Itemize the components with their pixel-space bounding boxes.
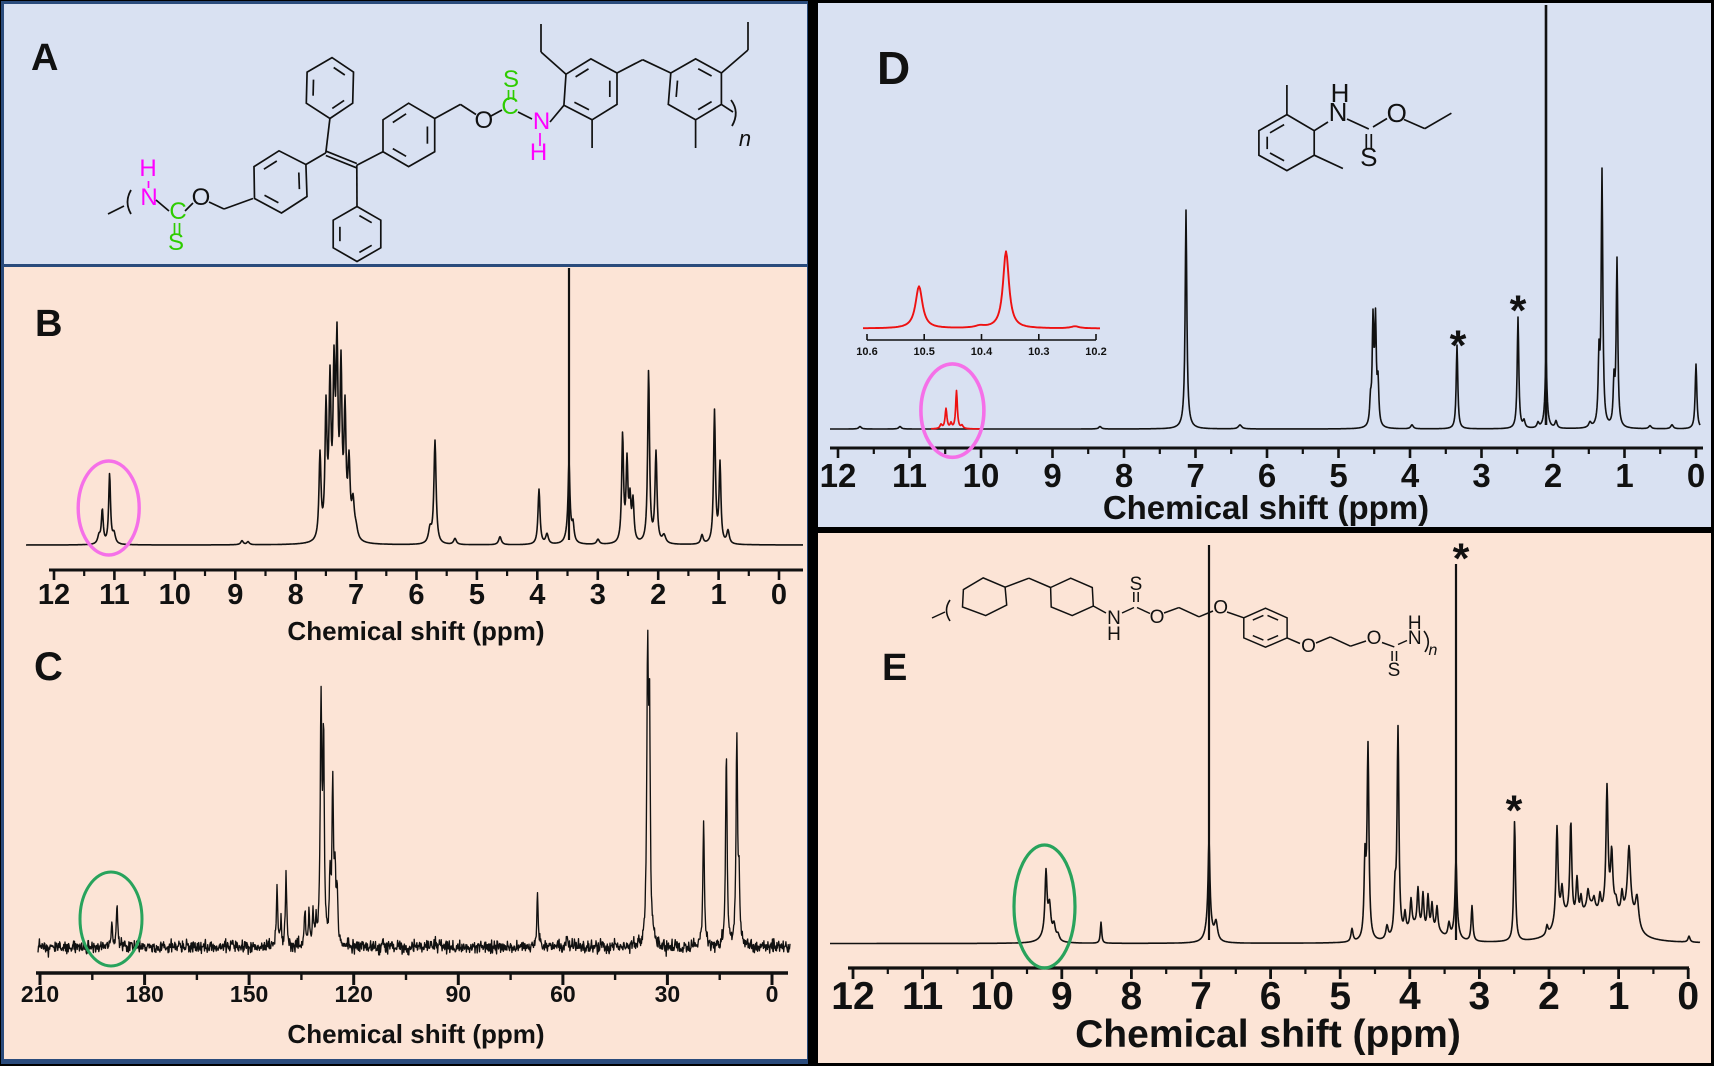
svg-text:C: C bbox=[34, 645, 63, 689]
svg-text:180: 180 bbox=[125, 981, 163, 1007]
svg-text:4: 4 bbox=[1401, 457, 1420, 494]
svg-text:D: D bbox=[877, 42, 910, 94]
svg-text:0: 0 bbox=[771, 579, 787, 611]
svg-text:2: 2 bbox=[650, 579, 666, 611]
svg-text:10: 10 bbox=[159, 579, 191, 611]
svg-text:3: 3 bbox=[1469, 975, 1491, 1018]
svg-text:N: N bbox=[1107, 608, 1121, 629]
svg-text:n: n bbox=[1429, 642, 1438, 659]
svg-text:12: 12 bbox=[820, 457, 857, 494]
svg-text:N: N bbox=[1408, 628, 1422, 649]
svg-text:0: 0 bbox=[1677, 975, 1699, 1018]
svg-text:H: H bbox=[1331, 78, 1350, 108]
svg-text:1: 1 bbox=[1608, 975, 1630, 1018]
svg-text:S: S bbox=[1388, 660, 1401, 681]
svg-text:10.3: 10.3 bbox=[1028, 346, 1049, 358]
svg-text:*: * bbox=[1506, 787, 1523, 835]
svg-text:S: S bbox=[1130, 574, 1143, 595]
svg-text:E: E bbox=[882, 647, 907, 689]
svg-text:10.4: 10.4 bbox=[971, 346, 993, 358]
svg-text:H: H bbox=[1408, 613, 1422, 634]
svg-text:H: H bbox=[139, 155, 156, 182]
svg-text:S: S bbox=[1360, 142, 1377, 172]
svg-text:*: * bbox=[1510, 287, 1527, 335]
svg-text:11: 11 bbox=[892, 457, 927, 494]
svg-text:9: 9 bbox=[227, 579, 243, 611]
svg-text:10.6: 10.6 bbox=[856, 346, 877, 358]
svg-text:O: O bbox=[1213, 598, 1228, 619]
svg-text:4: 4 bbox=[1399, 975, 1421, 1018]
svg-text:0: 0 bbox=[1687, 457, 1705, 494]
svg-text:60: 60 bbox=[550, 981, 576, 1007]
svg-text:120: 120 bbox=[335, 981, 373, 1007]
svg-text:N: N bbox=[140, 184, 157, 211]
svg-text:12: 12 bbox=[831, 975, 874, 1018]
svg-text:B: B bbox=[35, 303, 62, 345]
svg-text:0: 0 bbox=[766, 981, 779, 1007]
svg-text:C: C bbox=[501, 93, 518, 120]
svg-text:Chemical shift (ppm): Chemical shift (ppm) bbox=[287, 616, 544, 646]
svg-text:Chemical shift (ppm): Chemical shift (ppm) bbox=[1075, 1013, 1461, 1056]
svg-text:2: 2 bbox=[1538, 975, 1560, 1018]
svg-text:4: 4 bbox=[529, 579, 545, 611]
svg-text:N: N bbox=[533, 108, 550, 135]
svg-text:8: 8 bbox=[1121, 975, 1143, 1018]
svg-text:8: 8 bbox=[1115, 457, 1133, 494]
svg-text:O: O bbox=[192, 184, 211, 211]
svg-text:3: 3 bbox=[1472, 457, 1490, 494]
svg-text:10.5: 10.5 bbox=[913, 346, 934, 358]
svg-text:*: * bbox=[1450, 322, 1467, 370]
svg-text:10: 10 bbox=[971, 975, 1014, 1018]
svg-text:Chemical shift (ppm): Chemical shift (ppm) bbox=[287, 1019, 544, 1049]
svg-text:11: 11 bbox=[99, 579, 130, 611]
svg-text:O: O bbox=[1367, 628, 1382, 649]
svg-text:6: 6 bbox=[1260, 975, 1282, 1018]
svg-text:O: O bbox=[474, 107, 493, 134]
svg-text:9: 9 bbox=[1043, 457, 1061, 494]
svg-text:30: 30 bbox=[655, 981, 681, 1007]
svg-text:n: n bbox=[739, 126, 751, 151]
svg-text:5: 5 bbox=[1329, 457, 1347, 494]
svg-text:H: H bbox=[530, 139, 547, 166]
svg-text:1: 1 bbox=[1615, 457, 1633, 494]
svg-text:*: * bbox=[1453, 535, 1470, 583]
svg-text:10: 10 bbox=[963, 457, 1000, 494]
svg-text:O: O bbox=[1301, 636, 1316, 657]
svg-text:S: S bbox=[503, 66, 519, 93]
svg-text:A: A bbox=[31, 37, 58, 79]
svg-text:O: O bbox=[1387, 98, 1407, 128]
svg-text:C: C bbox=[169, 198, 186, 225]
svg-text:90: 90 bbox=[446, 981, 472, 1007]
svg-text:3: 3 bbox=[590, 579, 606, 611]
svg-text:N: N bbox=[1329, 97, 1348, 127]
svg-text:O: O bbox=[1150, 607, 1165, 628]
svg-text:11: 11 bbox=[902, 975, 943, 1018]
svg-text:10.2: 10.2 bbox=[1085, 346, 1106, 358]
svg-text:S: S bbox=[168, 229, 184, 256]
svg-text:6: 6 bbox=[408, 579, 424, 611]
svg-text:9: 9 bbox=[1051, 975, 1073, 1018]
svg-text:7: 7 bbox=[1190, 975, 1212, 1018]
svg-text:2: 2 bbox=[1544, 457, 1562, 494]
svg-text:1: 1 bbox=[711, 579, 727, 611]
svg-text:150: 150 bbox=[230, 981, 268, 1007]
svg-text:210: 210 bbox=[21, 981, 59, 1007]
svg-text:5: 5 bbox=[1329, 975, 1351, 1018]
svg-text:7: 7 bbox=[1186, 457, 1204, 494]
svg-text:H: H bbox=[1107, 624, 1121, 645]
svg-text:5: 5 bbox=[469, 579, 485, 611]
svg-text:Chemical shift (ppm): Chemical shift (ppm) bbox=[1103, 489, 1429, 526]
svg-text:12: 12 bbox=[38, 579, 70, 611]
svg-text:7: 7 bbox=[348, 579, 364, 611]
svg-text:6: 6 bbox=[1258, 457, 1276, 494]
svg-text:8: 8 bbox=[288, 579, 304, 611]
